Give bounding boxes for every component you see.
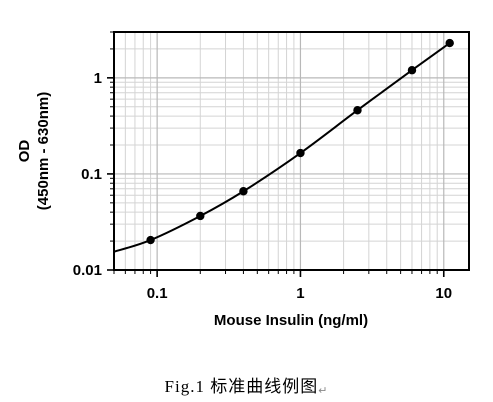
y-axis-ticks: 0.01 0.1 1 xyxy=(73,31,114,279)
y-axis-title-line1: OD xyxy=(16,140,33,163)
data-point xyxy=(196,211,205,221)
y-tick-label: 1 xyxy=(94,70,102,87)
minor-grid xyxy=(113,31,469,270)
figure-caption: Fig.1 标准曲线例图↵ xyxy=(0,372,493,397)
x-tick-label: 10 xyxy=(435,285,452,302)
caption-text: Fig.1 标准曲线例图 xyxy=(164,377,319,396)
data-point xyxy=(296,148,305,158)
x-axis-ticks: 0.1 1 10 xyxy=(113,270,452,302)
y-tick-label: 0.01 xyxy=(73,262,102,279)
data-points xyxy=(146,38,454,245)
x-axis-title: Mouse Insulin (ng/ml) xyxy=(214,312,368,329)
y-tick-label: 0.1 xyxy=(81,166,102,183)
data-point xyxy=(239,187,248,196)
data-point xyxy=(353,106,362,115)
data-point xyxy=(445,38,454,48)
fit-curve xyxy=(113,42,451,253)
standard-curve-chart: 0.1 1 10 0.01 0.1 1 Mouse Insulin (ng/ml) OD… xyxy=(16,31,470,329)
x-tick-label: 0.1 xyxy=(147,285,168,302)
plot-frame xyxy=(113,31,470,271)
paragraph-mark-icon: ↵ xyxy=(318,385,329,397)
data-point xyxy=(407,66,417,75)
x-tick-label: 1 xyxy=(296,285,304,302)
y-axis-title: OD (450nm - 630nm) xyxy=(16,92,52,210)
y-axis-title-line2: (450nm - 630nm) xyxy=(35,92,52,210)
data-point xyxy=(146,235,155,245)
